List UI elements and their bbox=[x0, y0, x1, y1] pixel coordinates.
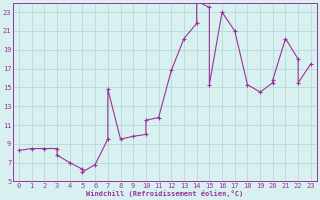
X-axis label: Windchill (Refroidissement éolien,°C): Windchill (Refroidissement éolien,°C) bbox=[86, 190, 244, 197]
